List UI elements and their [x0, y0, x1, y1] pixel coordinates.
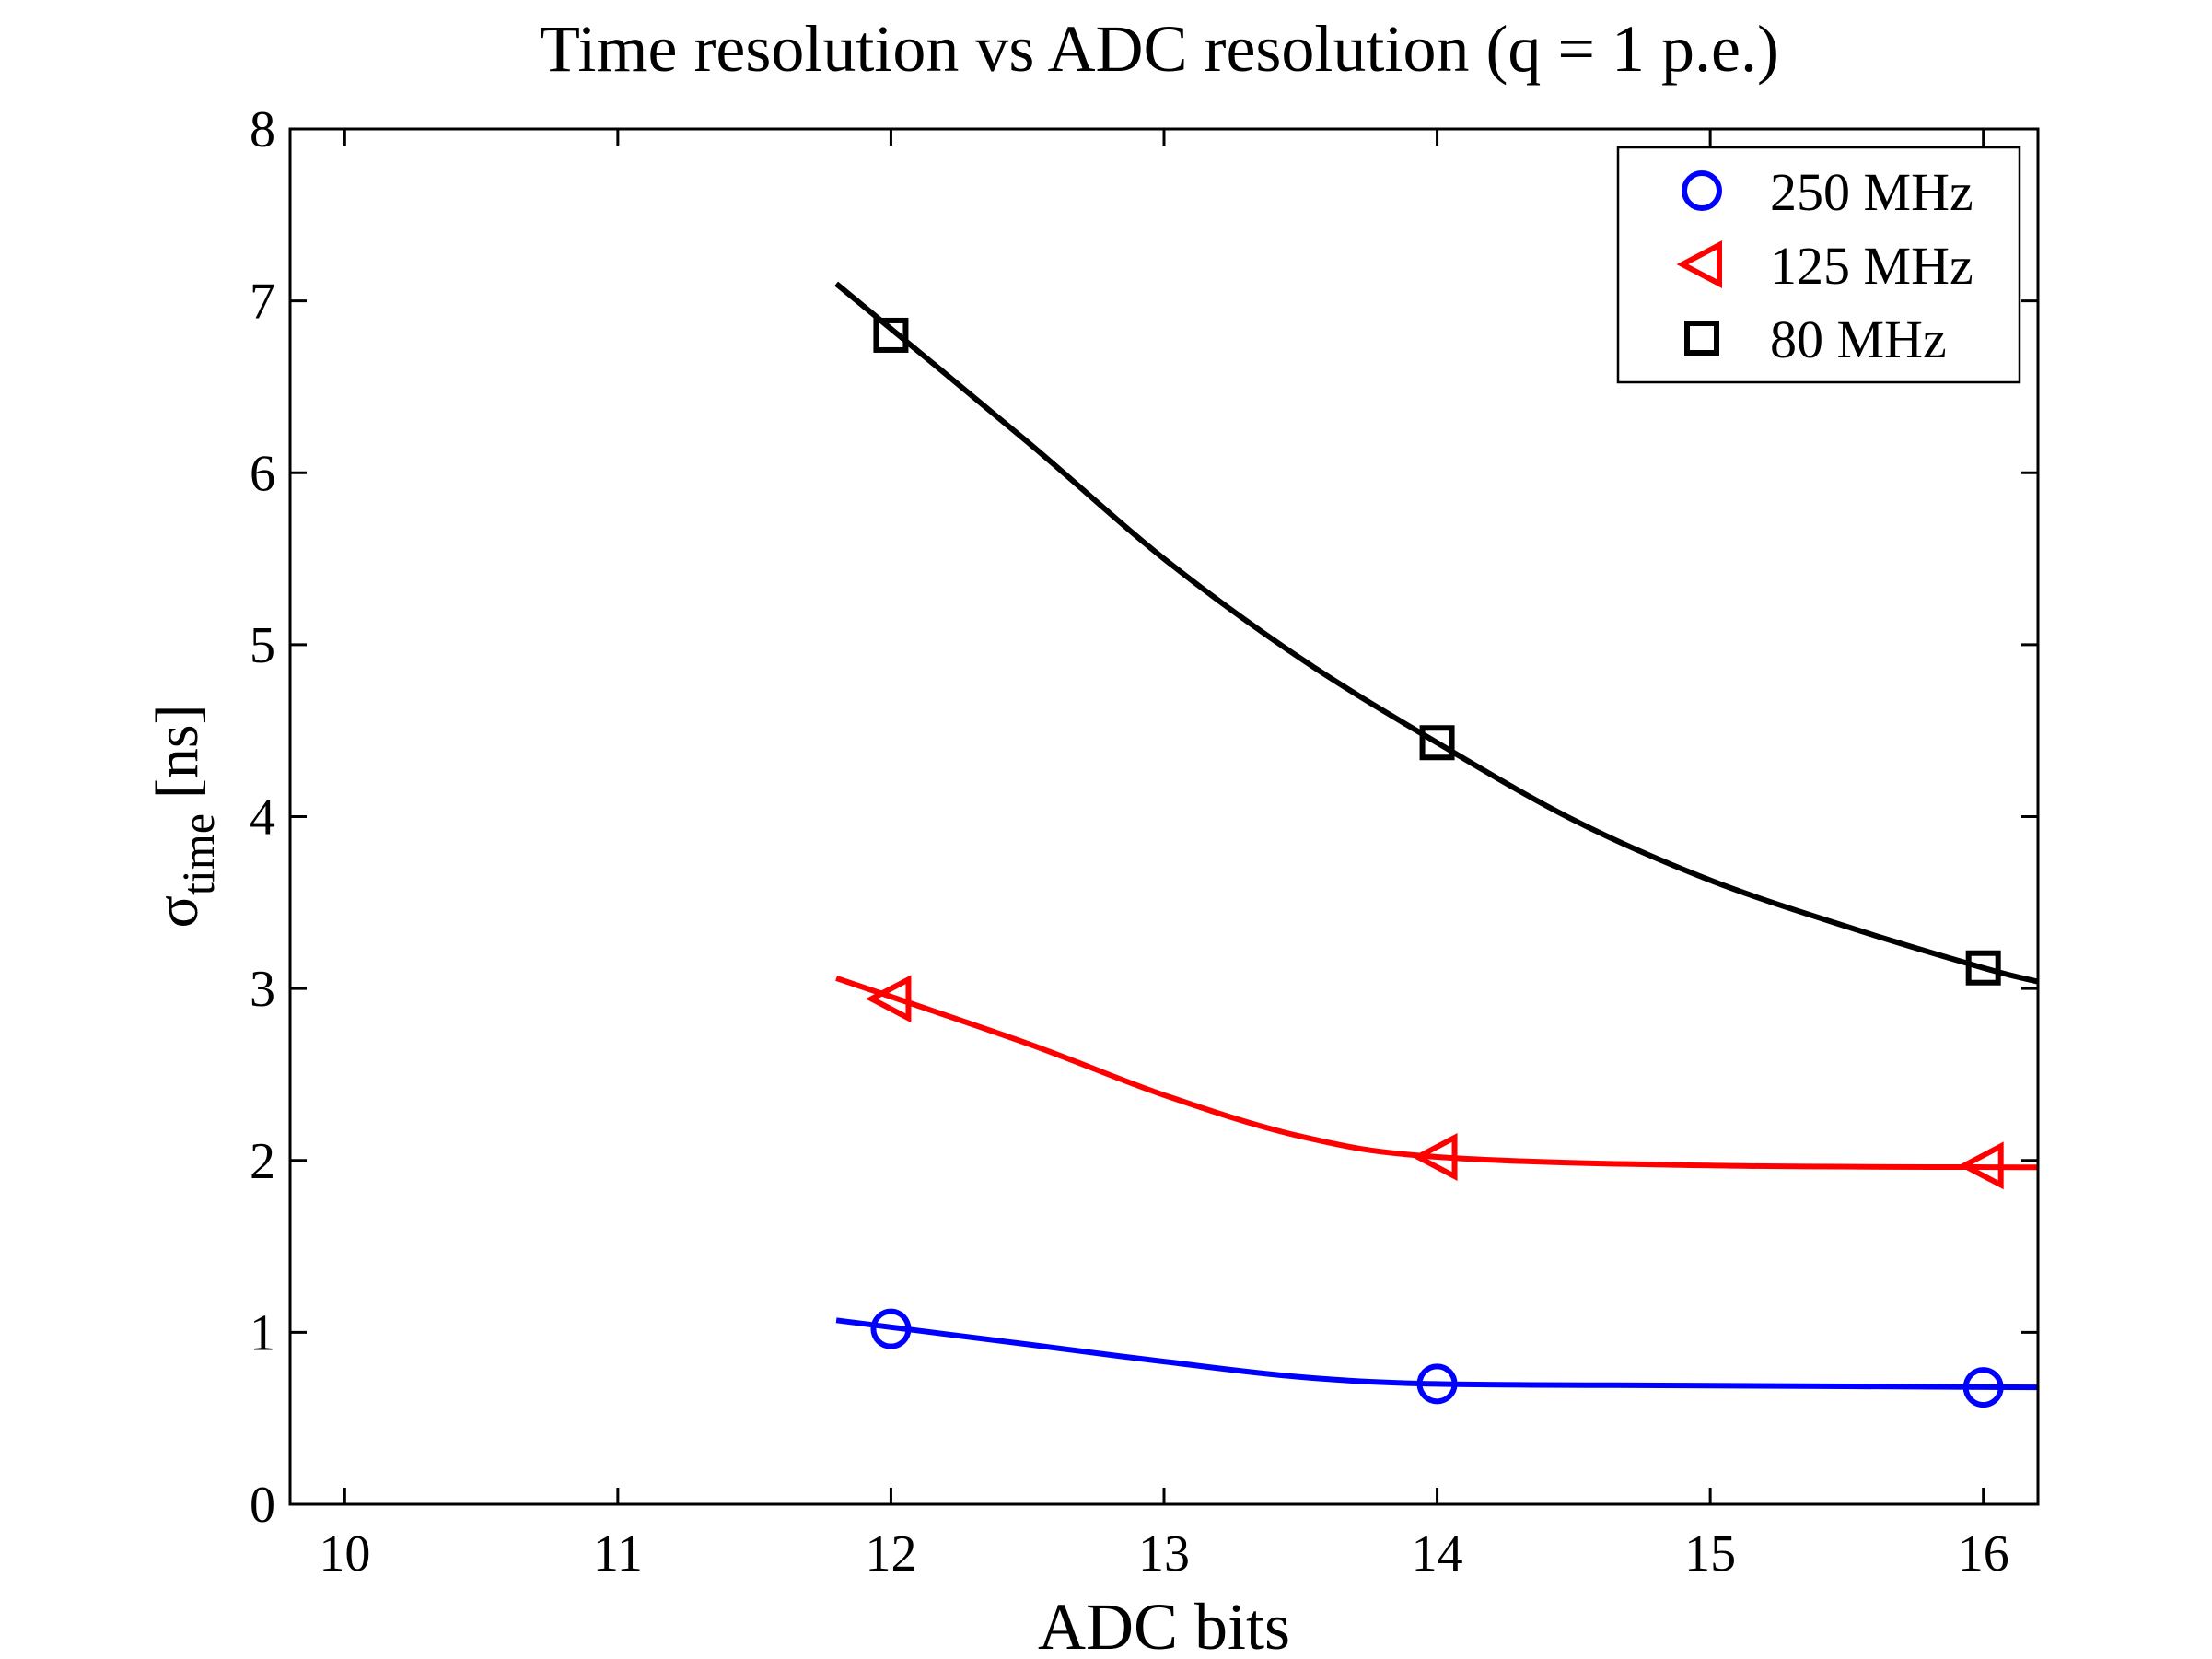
data-point-125-mhz	[1412, 1133, 1458, 1181]
y-tick-label: 1	[250, 1304, 275, 1361]
chart-title: Time resolution vs ADC resolution (q = 1…	[540, 12, 1779, 86]
legend-label-250-mhz: 250 MHz	[1770, 162, 1973, 222]
x-tick-label: 12	[865, 1525, 916, 1583]
data-point-250-mhz	[1962, 1367, 2004, 1408]
y-tick-label: 0	[250, 1477, 275, 1534]
y-tick-label: 6	[250, 445, 275, 502]
y-axis-label: σtime [ns]	[144, 704, 224, 928]
y-tick-label: 5	[250, 617, 275, 674]
fit-line-125-mhz	[835, 976, 2039, 1171]
legend-entries: 250 MHz 125 MHz 80 MHz	[1676, 162, 1973, 369]
x-axis-ticks: 10 11 12 13 14 15 16	[319, 129, 2009, 1583]
y-axis-label-symbol: σ	[144, 895, 211, 929]
data-markers	[865, 317, 2004, 1408]
data-point-80-mhz	[873, 317, 909, 353]
y-tick-label: 7	[250, 274, 275, 331]
data-point-250-mhz	[1416, 1363, 1458, 1405]
fit-line-250-mhz	[835, 1317, 2039, 1391]
data-point-250-mhz	[870, 1308, 912, 1349]
data-point-125-mhz	[1958, 1141, 2004, 1190]
data-point-125-mhz	[865, 975, 912, 1023]
y-tick-label: 4	[250, 789, 275, 847]
x-axis-label: ADC bits	[1038, 1590, 1290, 1659]
data-point-80-mhz	[1419, 725, 1455, 761]
fit-line-80-mhz	[834, 281, 2039, 985]
legend-label-125-mhz: 125 MHz	[1770, 236, 1973, 296]
y-tick-label: 8	[250, 101, 275, 158]
data-point-80-mhz	[1965, 950, 2001, 986]
y-axis-label-subscript: time	[172, 813, 224, 895]
y-tick-label: 3	[250, 961, 275, 1018]
fit-curves	[834, 281, 2039, 1391]
x-tick-label: 13	[1138, 1525, 1190, 1583]
x-tick-label: 15	[1684, 1525, 1736, 1583]
x-tick-label: 10	[319, 1525, 370, 1583]
legend-marker-80-mhz	[1684, 321, 1719, 356]
y-axis-label-unit: [ns]	[144, 704, 211, 799]
x-tick-label: 11	[593, 1525, 643, 1583]
legend-label-80-mhz: 80 MHz	[1770, 310, 1947, 369]
plot-frame	[288, 127, 2040, 1506]
legend-marker-250-mhz	[1682, 170, 1722, 211]
legend-marker-125-mhz	[1676, 240, 1722, 288]
x-tick-label: 14	[1412, 1525, 1463, 1583]
legend: 250 MHz 125 MHz 80 MHz	[1616, 146, 2021, 384]
y-tick-label: 2	[250, 1133, 275, 1190]
x-tick-label: 16	[1958, 1525, 2009, 1583]
